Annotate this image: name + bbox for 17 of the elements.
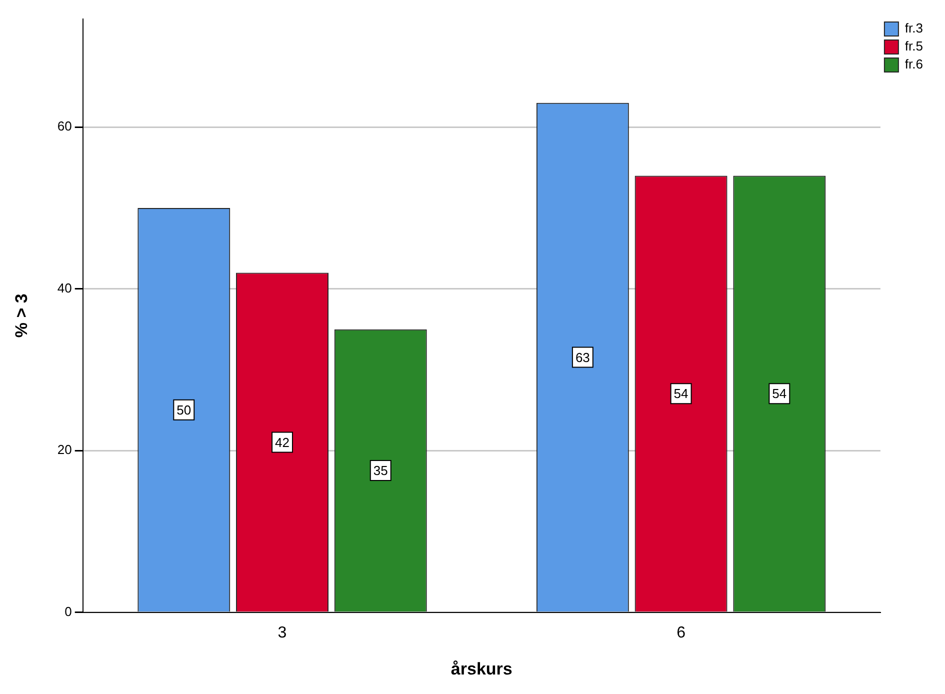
data-label: 63 — [575, 350, 590, 365]
legend-label: fr.3 — [904, 20, 924, 36]
legend-label: fr.6 — [904, 56, 924, 72]
data-label: 35 — [373, 463, 388, 478]
y-tick-label: 40 — [57, 280, 72, 296]
y-tick-label: 60 — [57, 118, 72, 134]
y-tick-label: 20 — [57, 442, 72, 458]
y-tick-label: 0 — [64, 604, 72, 619]
data-label: 42 — [275, 434, 290, 450]
x-tick-label: 3 — [278, 624, 287, 642]
x-tick-label: 6 — [676, 624, 686, 642]
data-label: 54 — [772, 386, 787, 402]
data-label: 50 — [176, 402, 192, 418]
data-label: 54 — [674, 386, 688, 402]
y-axis-title: % > 3 — [12, 294, 31, 338]
x-axis-title: årskurs — [450, 659, 512, 678]
legend-label: fr.5 — [904, 38, 924, 54]
